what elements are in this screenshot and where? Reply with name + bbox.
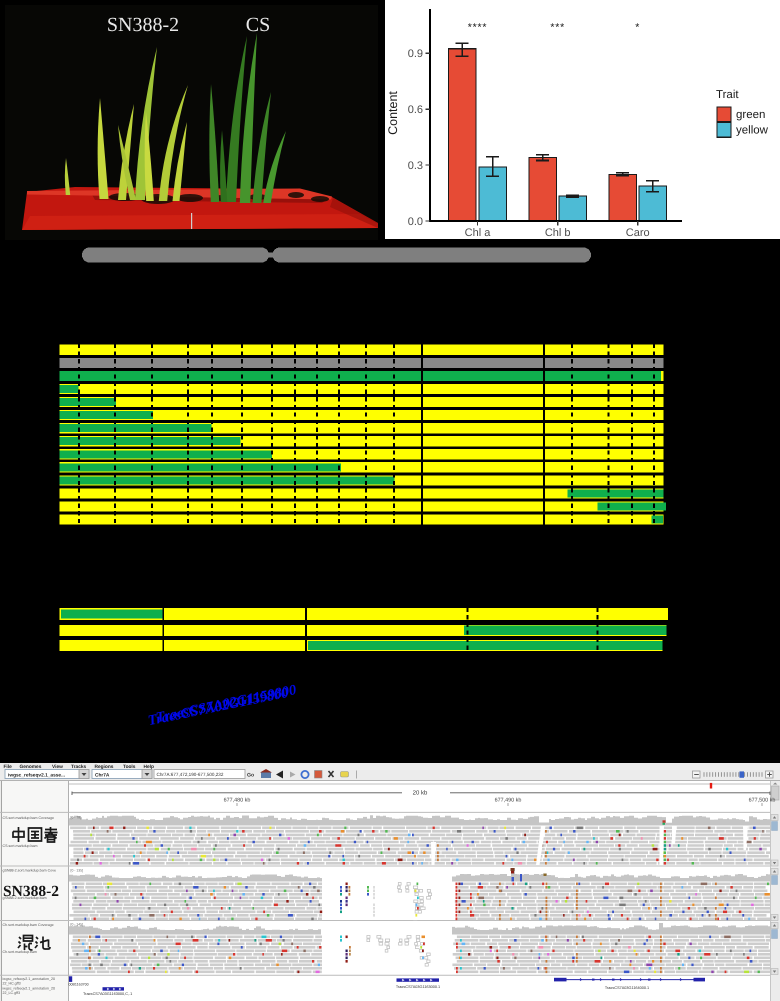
svg-text:Genomes: Genomes [20, 764, 42, 770]
svg-text:677,490 kb: 677,490 kb [495, 798, 522, 804]
svg-text:Tracks: Tracks [71, 764, 87, 770]
svg-text:SN388-2: SN388-2 [107, 14, 179, 36]
svg-text:Help: Help [144, 764, 154, 770]
svg-text:Tools: Tools [123, 764, 136, 770]
svg-text:green: green [736, 109, 765, 121]
svg-text:0.3: 0.3 [408, 160, 423, 172]
svg-text:File: File [4, 764, 13, 770]
svg-text:gSN88-2.sort.markdup.bam: gSN88-2.sort.markdup.bam [3, 896, 47, 900]
svg-text:20 kb: 20 kb [413, 790, 428, 797]
svg-text:iwgsc_refseqv2.1_annotation_20: iwgsc_refseqv2.1_annotation_20 [3, 977, 56, 981]
svg-text:Chr7A:677,472,190-677,500,232: Chr7A:677,472,190-677,500,232 [157, 772, 224, 777]
svg-text:Content: Content [386, 91, 400, 135]
svg-text:Regions: Regions [95, 764, 114, 770]
svg-text:Caro: Caro [626, 227, 650, 239]
svg-text:Chl a: Chl a [465, 227, 492, 239]
svg-text:TraesCS7A03G1164000.1: TraesCS7A03G1164000.1 [605, 986, 649, 990]
svg-text:CS.sort.markdup.bam Coverage: CS.sort.markdup.bam Coverage [3, 816, 55, 820]
svg-text:0.0: 0.0 [408, 216, 423, 228]
svg-text:CS.sort.markdup.bam: CS.sort.markdup.bam [3, 844, 38, 848]
svg-text:Trait: Trait [716, 89, 739, 101]
svg-text:View: View [52, 764, 63, 770]
svg-text:[0 - 135]: [0 - 135] [71, 869, 83, 873]
svg-text:22_HC.gff3: 22_HC.gff3 [3, 982, 21, 986]
svg-text:yellow: yellow [736, 125, 769, 137]
svg-text:iwgsc_refseqv2.1_asse...: iwgsc_refseqv2.1_asse... [8, 772, 65, 778]
svg-text:Ch.sort.markdup.bam: Ch.sort.markdup.bam [3, 950, 38, 954]
svg-text:*: * [635, 22, 640, 34]
svg-text:Chr7A: Chr7A [95, 772, 110, 778]
svg-text:[0 - 78]: [0 - 78] [71, 816, 82, 820]
svg-text:SN388-2: SN388-2 [3, 883, 59, 900]
svg-text:Go: Go [247, 772, 254, 778]
svg-text:677,500 kb: 677,500 kb [749, 798, 776, 804]
svg-text:22_LC.gff3: 22_LC.gff3 [3, 991, 21, 995]
svg-text:677,480 kb: 677,480 kb [224, 798, 251, 804]
svg-text:****: **** [468, 22, 488, 34]
svg-text:0.9: 0.9 [408, 48, 423, 60]
svg-text:0.6: 0.6 [408, 104, 423, 116]
svg-text:gSN88-2.sort.markdup.bam Cove: gSN88-2.sort.markdup.bam Cove [3, 869, 57, 873]
svg-text:iwgsc_refseqv2.1_annotation_20: iwgsc_refseqv2.1_annotation_20 [3, 987, 56, 991]
svg-text:***: *** [550, 22, 565, 34]
svg-text:Ch.sort.markdup.bam Coverage: Ch.sort.markdup.bam Coverage [3, 923, 54, 927]
svg-text:[0 - 145]: [0 - 145] [71, 923, 83, 927]
svg-text:00B1163700: 00B1163700 [69, 982, 89, 986]
svg-text:TraesCS7A03G1163000,C,.1: TraesCS7A03G1163000,C,.1 [83, 992, 132, 996]
svg-text:Chl b: Chl b [545, 227, 571, 239]
svg-text:CS: CS [246, 14, 270, 36]
svg-text:TraesCS7A03G1163000.1: TraesCS7A03G1163000.1 [396, 985, 440, 989]
